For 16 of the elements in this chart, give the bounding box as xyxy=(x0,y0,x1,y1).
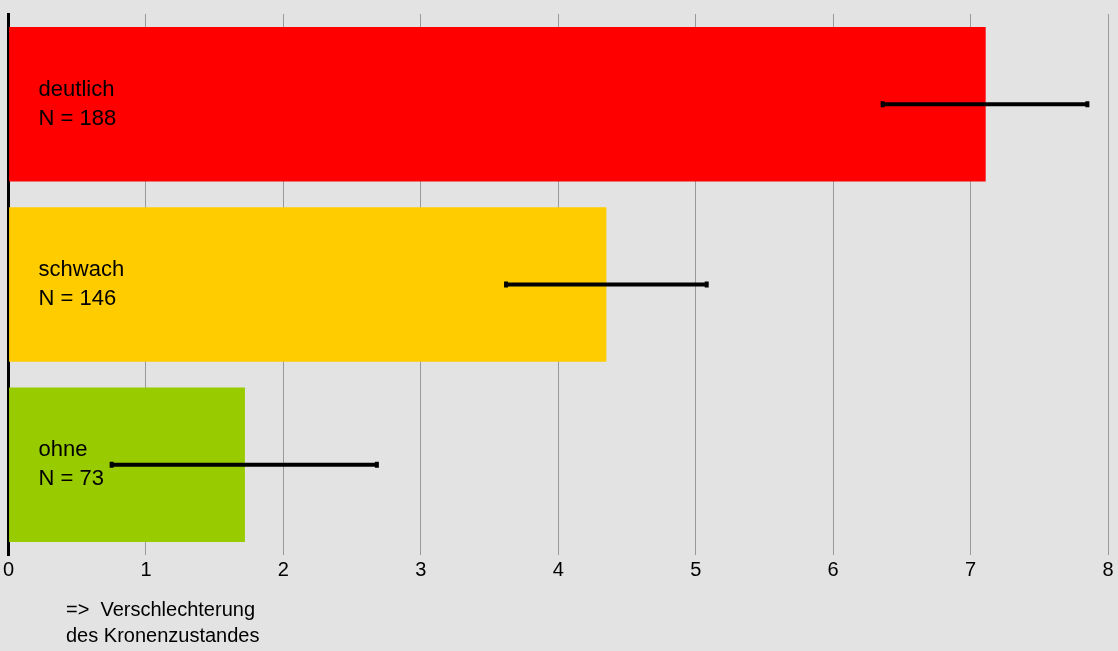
x-tick-label: 0 xyxy=(3,557,15,580)
x-tick-label: 1 xyxy=(140,557,152,580)
bar xyxy=(9,207,607,362)
x-tick-label: 7 xyxy=(965,557,977,580)
x-tick-label: 2 xyxy=(277,557,289,580)
x-tick-label: 8 xyxy=(1102,557,1114,580)
y-tick-label: deutlich N = 188 xyxy=(38,75,117,130)
x-tick-label: 6 xyxy=(827,557,839,580)
x-tick-label: 4 xyxy=(552,557,564,580)
x-tick-label: 5 xyxy=(690,557,702,580)
y-tick-label: schwach N = 146 xyxy=(38,256,125,311)
bar xyxy=(9,387,245,543)
x-tick-label: 3 xyxy=(415,557,427,580)
x-axis-title: => Verschlechterung des Kronenzustandes xyxy=(66,597,260,648)
bar xyxy=(9,26,986,182)
y-tick-label: ohne N = 73 xyxy=(38,436,104,491)
